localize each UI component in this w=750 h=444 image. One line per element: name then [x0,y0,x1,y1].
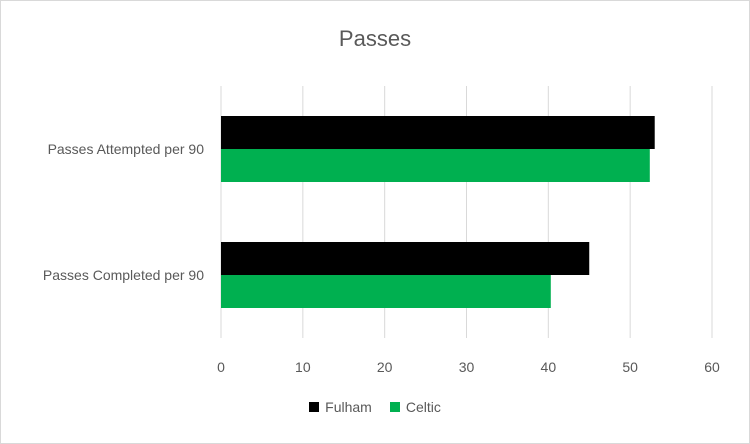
x-tick-label: 60 [704,359,720,375]
x-tick-label: 40 [541,359,557,375]
legend-item-fulham: Fulham [309,399,372,415]
legend-label-celtic: Celtic [405,399,441,415]
x-tick-label: 10 [295,359,311,375]
legend-label-fulham: Fulham [325,399,372,415]
bar-celtic-1 [221,149,650,182]
bar-fulham-1 [221,116,655,149]
legend-swatch-fulham [309,402,320,412]
x-tick-label: 50 [622,359,638,375]
bar-fulham-2 [221,242,590,275]
legend-item-celtic: Celtic [389,399,441,415]
chart-title: Passes [338,26,412,51]
category-label: Passes Attempted per 90 [48,141,205,157]
bar-celtic-2 [221,275,551,308]
legend-swatch-celtic [389,402,400,412]
x-tick-label: 30 [459,359,475,375]
x-tick-label: 20 [377,359,393,375]
x-tick-label: 0 [217,359,225,375]
legend: Fulham Celtic [0,399,750,415]
category-label: Passes Completed per 90 [43,267,204,283]
